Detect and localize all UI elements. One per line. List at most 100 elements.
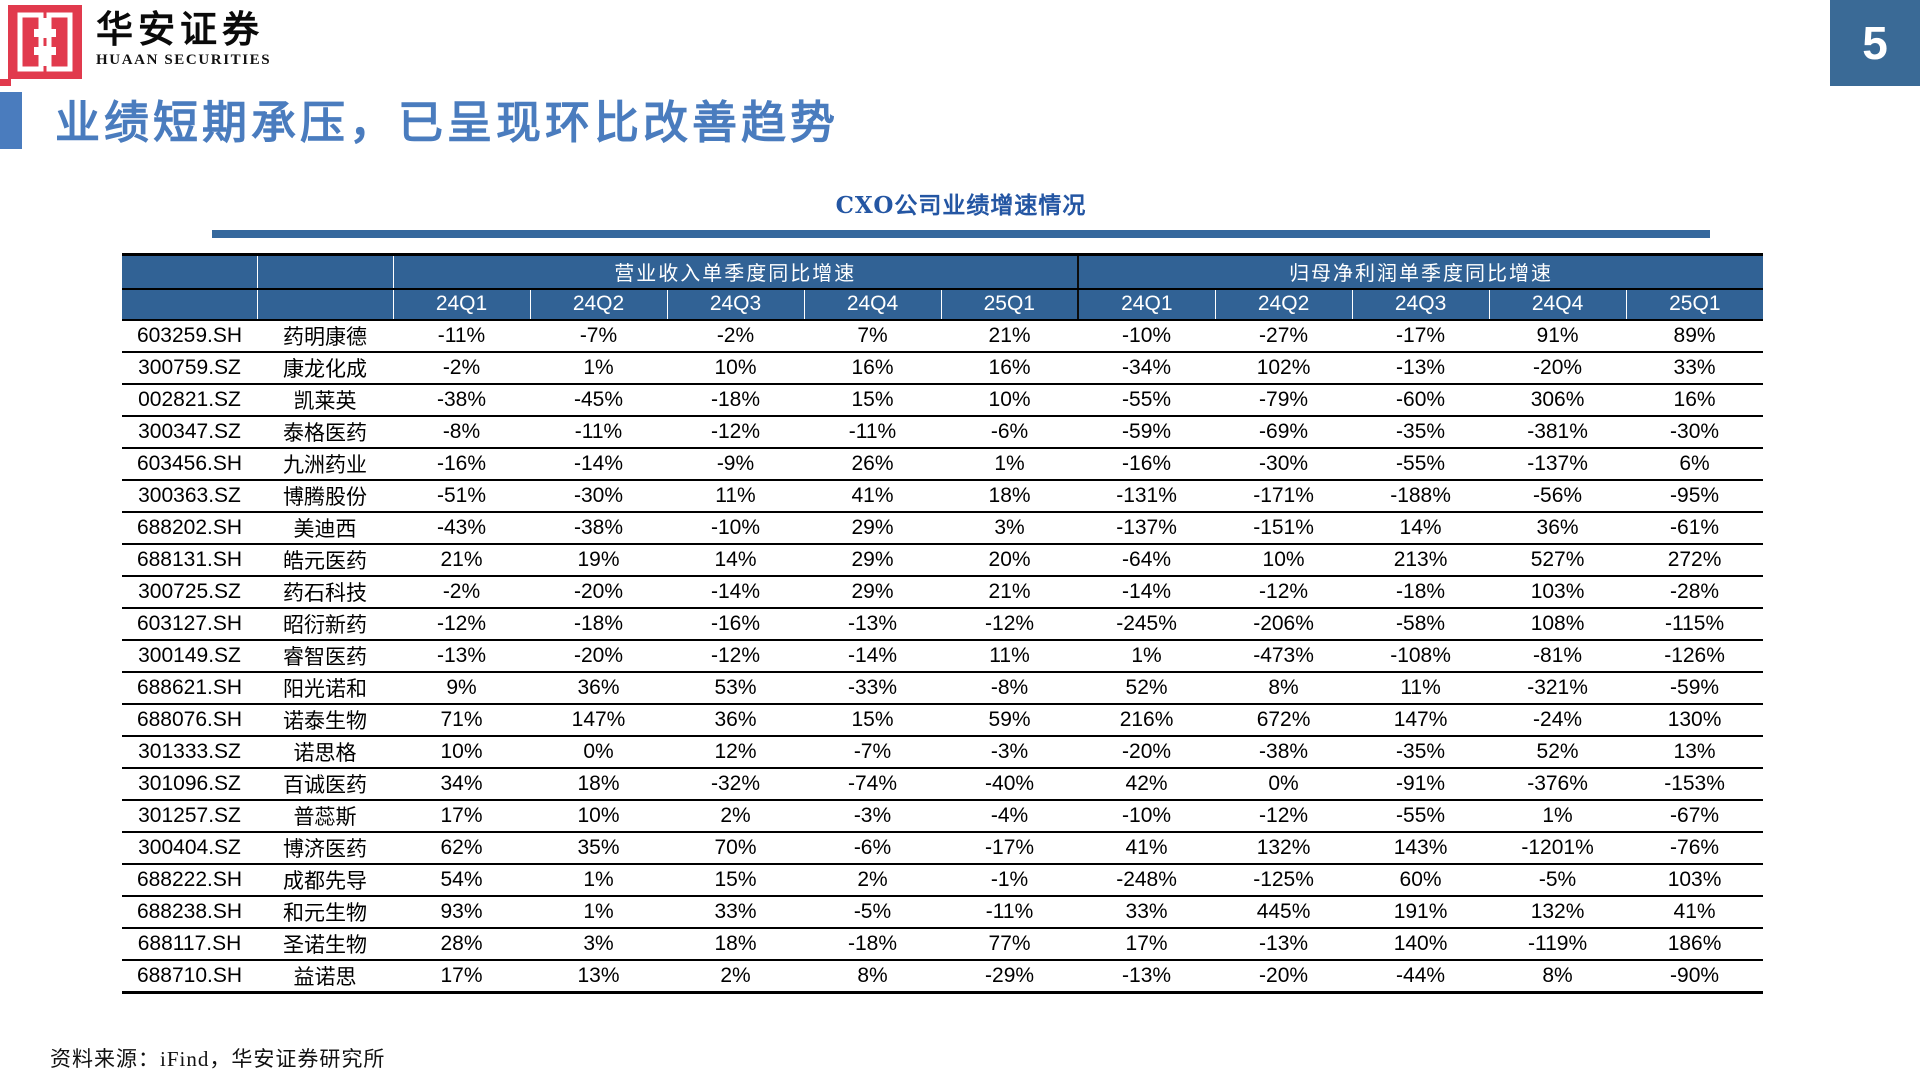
growth-value-revenue: -11% (941, 895, 1079, 929)
growth-value-profit: -10% (1078, 319, 1216, 353)
growth-value-profit: 14% (1352, 511, 1490, 545)
growth-value-revenue: 147% (530, 703, 667, 737)
growth-value-revenue: -6% (941, 415, 1079, 449)
growth-value-revenue: -16% (667, 607, 804, 641)
growth-value-revenue: 1% (530, 351, 667, 385)
growth-value-revenue: -51% (393, 479, 530, 513)
growth-value-profit: 36% (1489, 511, 1627, 545)
growth-value-profit: -137% (1489, 447, 1627, 481)
growth-value-profit: 33% (1626, 351, 1764, 385)
growth-value-revenue: 1% (530, 895, 667, 929)
header-quarter-profit-24Q2: 24Q2 (1214, 288, 1353, 321)
company-name: 睿智医药 (257, 639, 393, 673)
table-row: 301096.SZ 百诚医药 34% 18% -32% -74% -40% 42% 0% -91%… (122, 767, 1764, 801)
growth-value-revenue: 16% (804, 351, 941, 385)
growth-value-profit: -55% (1078, 383, 1216, 417)
growth-value-revenue: 14% (667, 543, 804, 577)
slide-title: 业绩短期承压，已呈现环比改善趋势 (55, 96, 840, 149)
growth-value-revenue: -32% (667, 767, 804, 801)
growth-value-revenue: 7% (804, 319, 941, 353)
growth-value-revenue: 59% (941, 703, 1079, 737)
header-blank-code (122, 288, 257, 321)
company-name: 美迪西 (257, 511, 393, 545)
table-title-underline (212, 230, 1710, 238)
growth-value-revenue: -14% (804, 639, 941, 673)
table-row: 688131.SH 皓元医药 21% 19% 14% 29% 20% -64% 10% 213% 5… (122, 543, 1764, 577)
growth-value-revenue: 33% (667, 895, 804, 929)
stock-code: 688076.SH (122, 703, 257, 737)
growth-value-revenue: 21% (393, 543, 530, 577)
growth-value-profit: -119% (1489, 927, 1627, 961)
table-row: 603456.SH 九洲药业 -16% -14% -9% 26% 1% -16% -30% -55… (122, 447, 1764, 481)
growth-value-profit: -376% (1489, 767, 1627, 801)
growth-value-profit: -18% (1352, 575, 1490, 609)
growth-value-profit: 11% (1352, 671, 1490, 705)
growth-value-profit: 213% (1352, 543, 1490, 577)
growth-value-revenue: -3% (941, 735, 1079, 769)
growth-value-profit: -55% (1352, 447, 1490, 481)
growth-value-profit: -17% (1352, 319, 1490, 353)
growth-value-revenue: 15% (804, 383, 941, 417)
growth-value-profit: 89% (1626, 319, 1764, 353)
growth-value-profit: -27% (1215, 319, 1353, 353)
growth-value-profit: -5% (1489, 863, 1627, 897)
brand-name-en: HUAAN SECURITIES (96, 51, 272, 68)
growth-value-revenue: -43% (393, 511, 530, 545)
growth-value-revenue: 18% (941, 479, 1079, 513)
growth-value-profit: -61% (1626, 511, 1764, 545)
header-group-net-profit: 归母净利润单季度同比增速 (1077, 254, 1764, 290)
table-row: 603127.SH 昭衍新药 -12% -18% -16% -13% -12% -245% -2… (122, 607, 1764, 641)
stock-code: 688238.SH (122, 895, 257, 929)
growth-value-revenue: 15% (667, 863, 804, 897)
company-name: 凯莱英 (257, 383, 393, 417)
growth-value-profit: 102% (1215, 351, 1353, 385)
growth-value-revenue: -6% (804, 831, 941, 865)
growth-value-revenue: 12% (667, 735, 804, 769)
growth-value-profit: 108% (1489, 607, 1627, 641)
growth-value-revenue: 54% (393, 863, 530, 897)
growth-value-profit: -381% (1489, 415, 1627, 449)
growth-value-profit: -67% (1626, 799, 1764, 833)
growth-value-profit: -12% (1215, 799, 1353, 833)
stock-code: 688222.SH (122, 863, 257, 897)
growth-value-revenue: -29% (941, 959, 1079, 992)
growth-value-revenue: 62% (393, 831, 530, 865)
growth-value-revenue: 21% (941, 575, 1079, 609)
growth-value-revenue: 16% (941, 351, 1079, 385)
growth-value-revenue: 36% (530, 671, 667, 705)
table-row: 300363.SZ 博腾股份 -51% -30% 11% 41% 18% -131% -171%… (122, 479, 1764, 513)
growth-value-revenue: 1% (941, 447, 1079, 481)
growth-value-revenue: -8% (941, 671, 1079, 705)
growth-value-revenue: -11% (804, 415, 941, 449)
header-quarter-revenue-24Q2: 24Q2 (529, 288, 667, 321)
growth-value-revenue: 19% (530, 543, 667, 577)
source-note: 资料来源：iFind，华安证券研究所 (50, 1047, 386, 1071)
growth-value-profit: -10% (1078, 799, 1216, 833)
company-name: 泰格医药 (257, 415, 393, 449)
company-name: 诺泰生物 (257, 703, 393, 737)
growth-value-profit: 132% (1489, 895, 1627, 929)
growth-value-profit: -13% (1352, 351, 1490, 385)
growth-value-profit: -321% (1489, 671, 1627, 705)
growth-value-profit: -76% (1626, 831, 1764, 865)
growth-value-profit: 41% (1626, 895, 1764, 929)
header-quarter-revenue-24Q4: 24Q4 (803, 288, 941, 321)
growth-value-profit: 103% (1489, 575, 1627, 609)
table-row: 301333.SZ 诺思格 10% 0% 12% -7% -3% -20% -38% -35% 52… (122, 735, 1764, 769)
growth-value-profit: -35% (1352, 735, 1490, 769)
brand-name-cn: 华安证券 (96, 7, 264, 51)
stock-code: 688202.SH (122, 511, 257, 545)
growth-value-revenue: 2% (804, 863, 941, 897)
growth-value-profit: 17% (1078, 927, 1216, 961)
growth-value-revenue: 77% (941, 927, 1079, 961)
company-name: 博济医药 (257, 831, 393, 865)
growth-value-revenue: 20% (941, 543, 1079, 577)
table-row: 688117.SH 圣诺生物 28% 3% 18% -18% 77% 17% -13% 140% -… (122, 927, 1764, 961)
growth-value-profit: 140% (1352, 927, 1490, 961)
growth-value-revenue: -2% (667, 319, 804, 353)
header-blank-name (256, 288, 393, 321)
company-name: 药明康德 (257, 319, 393, 353)
growth-value-profit: -153% (1626, 767, 1764, 801)
growth-value-profit: -245% (1078, 607, 1216, 641)
